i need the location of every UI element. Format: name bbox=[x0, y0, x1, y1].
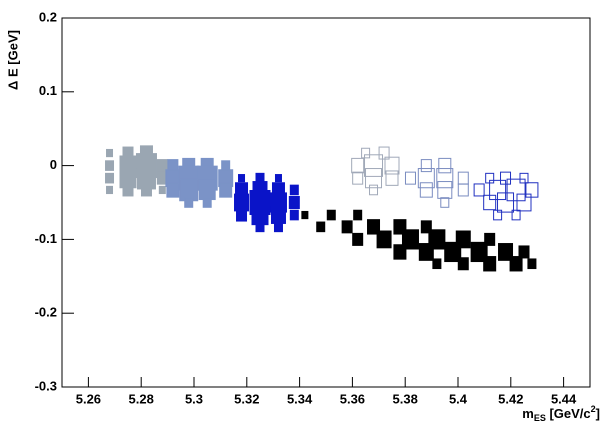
bin-box bbox=[106, 185, 114, 195]
x-axis-label: mES [GeV/c2] bbox=[522, 404, 600, 423]
y-tick-label: 0 bbox=[50, 157, 57, 172]
plot-frame bbox=[61, 17, 591, 388]
x-label-main: m bbox=[522, 406, 534, 421]
bin-box bbox=[105, 160, 115, 171]
bin-box bbox=[417, 168, 435, 189]
bin-box bbox=[352, 232, 364, 246]
x-tick-label: 5.28 bbox=[129, 391, 154, 406]
x-tick-label: 5.26 bbox=[76, 391, 101, 406]
bin-box bbox=[221, 160, 231, 171]
x-tick-label: 5.32 bbox=[234, 391, 259, 406]
bin-box bbox=[255, 221, 265, 233]
y-tick-label: 0.2 bbox=[39, 9, 57, 24]
x-tick-label: 5.44 bbox=[551, 391, 577, 406]
bin-box bbox=[419, 182, 433, 198]
bin-box bbox=[219, 182, 233, 198]
bin-box bbox=[497, 192, 515, 213]
bin-box bbox=[506, 178, 526, 202]
bin-box bbox=[270, 206, 286, 224]
bin-box bbox=[236, 208, 248, 222]
bin-box bbox=[202, 197, 212, 208]
bin-box bbox=[273, 221, 283, 233]
bin-box bbox=[288, 196, 300, 209]
bin-box bbox=[393, 244, 407, 260]
bin-box bbox=[519, 172, 529, 184]
bin-box bbox=[326, 209, 336, 221]
bin-box bbox=[525, 182, 539, 198]
bin-box bbox=[420, 220, 432, 234]
x-label-close: ] bbox=[596, 406, 600, 421]
bin-box bbox=[158, 185, 166, 195]
bin-box bbox=[440, 197, 450, 208]
bin-box bbox=[184, 197, 194, 208]
bin-box bbox=[444, 241, 462, 263]
bin-box bbox=[404, 171, 416, 185]
bin-box bbox=[365, 168, 383, 189]
x-tick-label: 5.3 bbox=[185, 391, 203, 406]
bin-box bbox=[234, 193, 250, 212]
y-tick-label: 0.1 bbox=[39, 83, 57, 98]
bin-box bbox=[438, 157, 452, 174]
x-tick-label: 5.4 bbox=[449, 391, 468, 406]
bin-box bbox=[351, 157, 365, 174]
bin-box bbox=[166, 182, 180, 198]
bin-box bbox=[198, 179, 216, 201]
bin-box bbox=[289, 209, 299, 221]
bin-box bbox=[301, 210, 309, 220]
bin-box bbox=[483, 256, 497, 272]
bin-box bbox=[238, 174, 246, 183]
bin-box bbox=[418, 243, 434, 261]
bin-box bbox=[457, 171, 469, 185]
bin-box bbox=[274, 174, 282, 183]
bin-box bbox=[122, 183, 134, 197]
bin-box bbox=[353, 209, 363, 221]
bin-box bbox=[437, 181, 453, 199]
bin-box bbox=[511, 209, 521, 221]
bin-box bbox=[352, 171, 364, 185]
bin-box bbox=[516, 193, 532, 212]
x-label-sup: 2 bbox=[591, 404, 596, 414]
bin-box bbox=[385, 170, 399, 186]
x-tick-label: 5.38 bbox=[393, 391, 418, 406]
x-label-unit: [GeV/c bbox=[546, 406, 591, 421]
bin-box bbox=[420, 159, 432, 173]
bin-box bbox=[493, 209, 503, 221]
bin-box bbox=[376, 230, 392, 249]
bin-box bbox=[509, 256, 523, 272]
bin-box bbox=[436, 168, 454, 189]
bin-box bbox=[105, 172, 115, 184]
bin-box bbox=[527, 258, 537, 270]
bin-box bbox=[518, 245, 530, 259]
bin-box bbox=[457, 257, 469, 271]
x-tick-label: 5.36 bbox=[340, 391, 365, 406]
y-axis-label: Δ E [GeV] bbox=[5, 30, 20, 90]
y-tick-label: -0.1 bbox=[35, 231, 57, 246]
bin-box bbox=[367, 219, 381, 235]
bin-box bbox=[470, 241, 488, 263]
bin-box bbox=[484, 232, 496, 246]
bin-box bbox=[289, 184, 299, 196]
bin-box bbox=[106, 148, 114, 158]
bin-box bbox=[483, 194, 497, 211]
bin-box bbox=[378, 146, 390, 160]
y-tick-label: -0.3 bbox=[35, 378, 57, 393]
bin-box bbox=[364, 154, 384, 177]
y-tick-label: -0.2 bbox=[35, 305, 57, 320]
bin-box bbox=[401, 229, 419, 250]
bin-box bbox=[156, 159, 168, 173]
bin-box bbox=[384, 156, 400, 175]
bin-box bbox=[361, 147, 371, 159]
bin-box bbox=[316, 221, 326, 233]
bin-box bbox=[498, 243, 514, 261]
bin-box bbox=[369, 184, 379, 196]
x-tick-label: 5.34 bbox=[287, 391, 313, 406]
bin-box bbox=[457, 183, 469, 197]
bin-box bbox=[432, 258, 442, 270]
x-tick-label: 5.42 bbox=[498, 391, 523, 406]
bin-box bbox=[341, 220, 353, 234]
bin-box bbox=[140, 183, 152, 197]
x-label-sub: ES bbox=[534, 413, 546, 423]
bin-box bbox=[473, 183, 485, 197]
